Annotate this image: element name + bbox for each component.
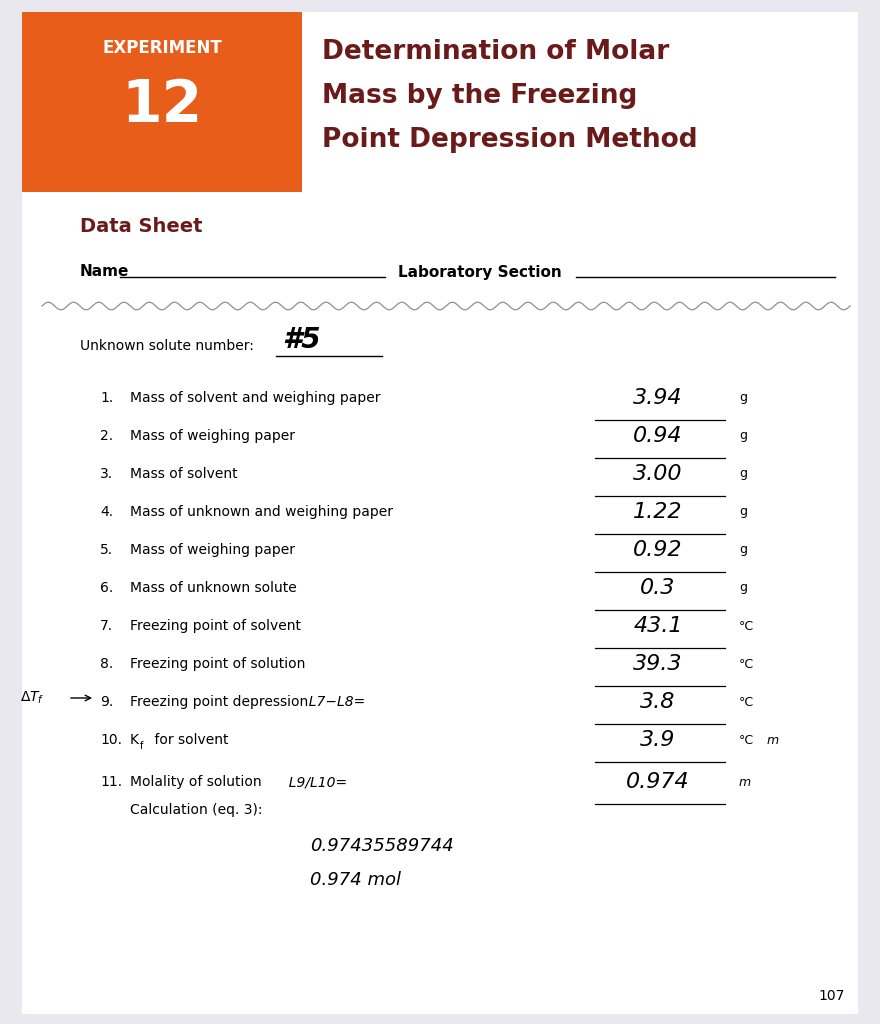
Text: Name: Name — [80, 264, 129, 280]
Text: m: m — [739, 775, 752, 788]
Text: 1.: 1. — [100, 391, 114, 406]
Text: Freezing point depression: Freezing point depression — [130, 695, 308, 709]
Text: Mass of unknown solute: Mass of unknown solute — [130, 581, 297, 595]
FancyBboxPatch shape — [22, 12, 302, 193]
Text: 6.: 6. — [100, 581, 114, 595]
Text: for solvent: for solvent — [150, 733, 229, 746]
Text: Mass of weighing paper: Mass of weighing paper — [130, 429, 295, 443]
Text: L9/L10=: L9/L10= — [280, 775, 347, 790]
Text: g: g — [739, 391, 747, 404]
Text: Mass of solvent and weighing paper: Mass of solvent and weighing paper — [130, 391, 380, 406]
Text: °C: °C — [739, 657, 754, 671]
Text: 0.3: 0.3 — [641, 578, 676, 598]
Text: 2.: 2. — [100, 429, 114, 443]
Text: f: f — [140, 741, 143, 751]
FancyBboxPatch shape — [22, 12, 858, 1014]
Text: g: g — [739, 582, 747, 595]
Text: Mass by the Freezing: Mass by the Freezing — [322, 83, 637, 109]
Text: g: g — [739, 429, 747, 442]
Text: Calculation (eq. 3):: Calculation (eq. 3): — [130, 803, 262, 817]
Text: Molality of solution: Molality of solution — [130, 775, 261, 790]
Text: 11.: 11. — [100, 775, 122, 790]
Text: 3.00: 3.00 — [634, 464, 683, 484]
Text: g: g — [739, 468, 747, 480]
Text: 39.3: 39.3 — [634, 654, 683, 674]
Text: Determination of Molar: Determination of Molar — [322, 39, 670, 65]
Text: Freezing point of solvent: Freezing point of solvent — [130, 618, 301, 633]
Text: 0.92: 0.92 — [634, 540, 683, 560]
Text: L7−L8=: L7−L8= — [300, 695, 365, 709]
Text: EXPERIMENT: EXPERIMENT — [102, 39, 222, 57]
Text: 9.: 9. — [100, 695, 114, 709]
Text: Data Sheet: Data Sheet — [80, 216, 202, 236]
Text: m: m — [767, 733, 779, 746]
Text: 3.9: 3.9 — [641, 730, 676, 750]
Text: Mass of unknown and weighing paper: Mass of unknown and weighing paper — [130, 505, 393, 519]
Text: 0.97435589744: 0.97435589744 — [310, 837, 454, 855]
Text: °C: °C — [739, 733, 754, 746]
Text: 0.974 mol: 0.974 mol — [310, 871, 401, 889]
Text: 12: 12 — [121, 78, 202, 134]
Text: °C: °C — [739, 620, 754, 633]
Text: 8.: 8. — [100, 657, 114, 671]
Text: #5: #5 — [282, 326, 320, 354]
Text: °C: °C — [739, 695, 754, 709]
Text: 0.94: 0.94 — [634, 426, 683, 446]
Text: 3.: 3. — [100, 467, 114, 481]
Text: 0.974: 0.974 — [627, 772, 690, 792]
Text: 3.94: 3.94 — [634, 388, 683, 408]
Text: 4.: 4. — [100, 505, 114, 519]
Text: K: K — [130, 733, 139, 746]
Text: 3.8: 3.8 — [641, 692, 676, 712]
Text: Mass of solvent: Mass of solvent — [130, 467, 238, 481]
Text: Mass of weighing paper: Mass of weighing paper — [130, 543, 295, 557]
Text: Laboratory Section: Laboratory Section — [398, 264, 561, 280]
Text: 10.: 10. — [100, 733, 122, 746]
Text: 7.: 7. — [100, 618, 114, 633]
Text: Unknown solute number:: Unknown solute number: — [80, 339, 253, 353]
Text: 1.22: 1.22 — [634, 502, 683, 522]
Text: g: g — [739, 506, 747, 518]
Text: Freezing point of solution: Freezing point of solution — [130, 657, 305, 671]
Text: $\Delta T_f$: $\Delta T_f$ — [20, 690, 45, 707]
Text: 43.1: 43.1 — [634, 616, 683, 636]
Text: 5.: 5. — [100, 543, 114, 557]
Text: Point Depression Method: Point Depression Method — [322, 127, 698, 153]
Text: 107: 107 — [818, 989, 845, 1002]
Text: g: g — [739, 544, 747, 556]
